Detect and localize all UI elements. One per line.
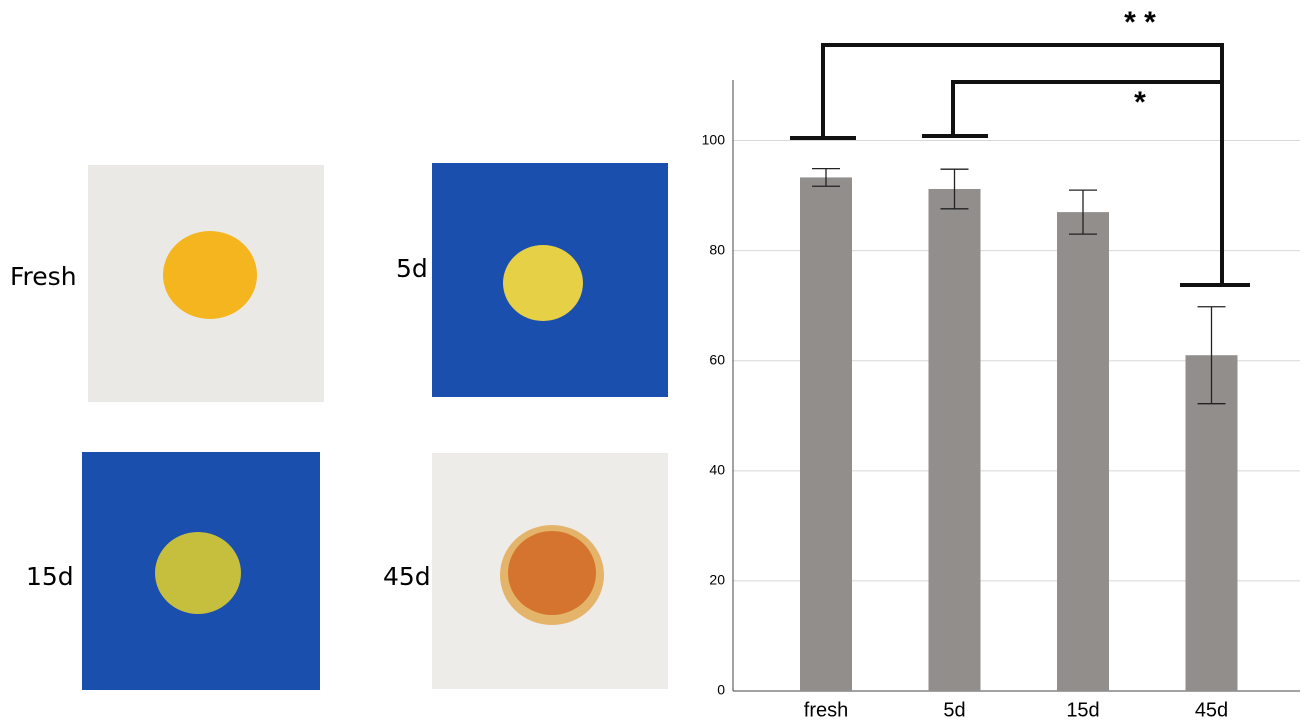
annotation: * *	[1124, 6, 1156, 39]
panel-label: 15d	[26, 562, 74, 591]
y-tick-label: 80	[709, 241, 725, 257]
x-tick-label: 45d	[1195, 699, 1228, 721]
bar	[929, 189, 981, 691]
sample	[503, 245, 583, 321]
sample	[163, 231, 257, 319]
bar	[1186, 355, 1238, 691]
bar-chart: 0 20 40 60 80 100 fresh 5d 15d 45d * * *	[702, 6, 1300, 721]
figure: Fresh 5d 15d 45d 0 20 40 60 80 100 fresh 5d 15d 4…	[0, 0, 1304, 722]
photo-panels: Fresh 5d 15d 45d	[10, 163, 668, 690]
bar	[1057, 212, 1109, 691]
x-tick-label: 5d	[943, 699, 965, 721]
sample	[508, 531, 596, 615]
significance-bracket	[922, 82, 1220, 136]
y-tick-label: 100	[702, 131, 726, 147]
bar	[800, 177, 852, 691]
x-tick-label: fresh	[804, 699, 848, 721]
panel-label: Fresh	[10, 262, 77, 291]
panel-label: 45d	[383, 562, 431, 591]
y-tick-label: 20	[709, 572, 725, 588]
y-tick-label: 60	[709, 351, 725, 367]
y-tick-label: 0	[717, 682, 725, 698]
y-tick-label: 40	[709, 462, 725, 478]
x-tick-label: 15d	[1066, 699, 1099, 721]
sample	[155, 532, 241, 614]
annotation: *	[1134, 86, 1146, 119]
panel-label: 5d	[396, 254, 428, 283]
